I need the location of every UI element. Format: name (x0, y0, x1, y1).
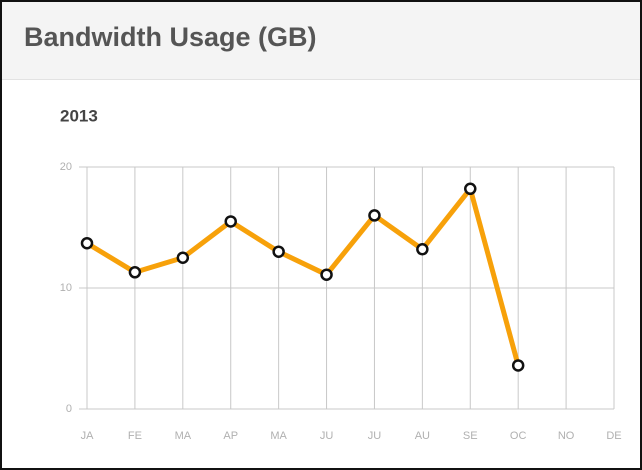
data-point (368, 209, 381, 222)
x-tick-label: MA (270, 430, 287, 442)
data-point (511, 359, 525, 372)
data-point (320, 268, 333, 281)
x-tick-label: NO (558, 430, 575, 442)
y-tick-label: 20 (60, 161, 72, 173)
data-point (128, 266, 142, 279)
widget-header: Bandwidth Usage (GB) (2, 2, 640, 80)
series-line (84, 186, 521, 368)
x-tick-label: SE (463, 430, 478, 442)
x-tick-label: MA (175, 430, 192, 442)
x-tick-label: JA (81, 430, 95, 442)
x-tick-label: AU (415, 430, 430, 442)
y-tick-label: 10 (60, 282, 72, 294)
y-tick-label: 0 (66, 403, 72, 415)
chart-subtitle: 2013 (60, 106, 98, 125)
x-tick-label: OC (510, 430, 527, 442)
x-tick-label: JU (368, 430, 382, 442)
x-tick-label: JU (320, 430, 334, 442)
widget-title: Bandwidth Usage (GB) (24, 22, 317, 52)
data-point (224, 215, 237, 228)
data-point (176, 251, 190, 264)
x-tick-label: FE (128, 430, 142, 442)
x-tick-label: DE (606, 430, 621, 442)
x-tick-label: AP (223, 430, 238, 442)
data-point (272, 245, 285, 258)
data-point (464, 182, 477, 196)
data-point (416, 243, 429, 256)
data-point (80, 236, 94, 250)
